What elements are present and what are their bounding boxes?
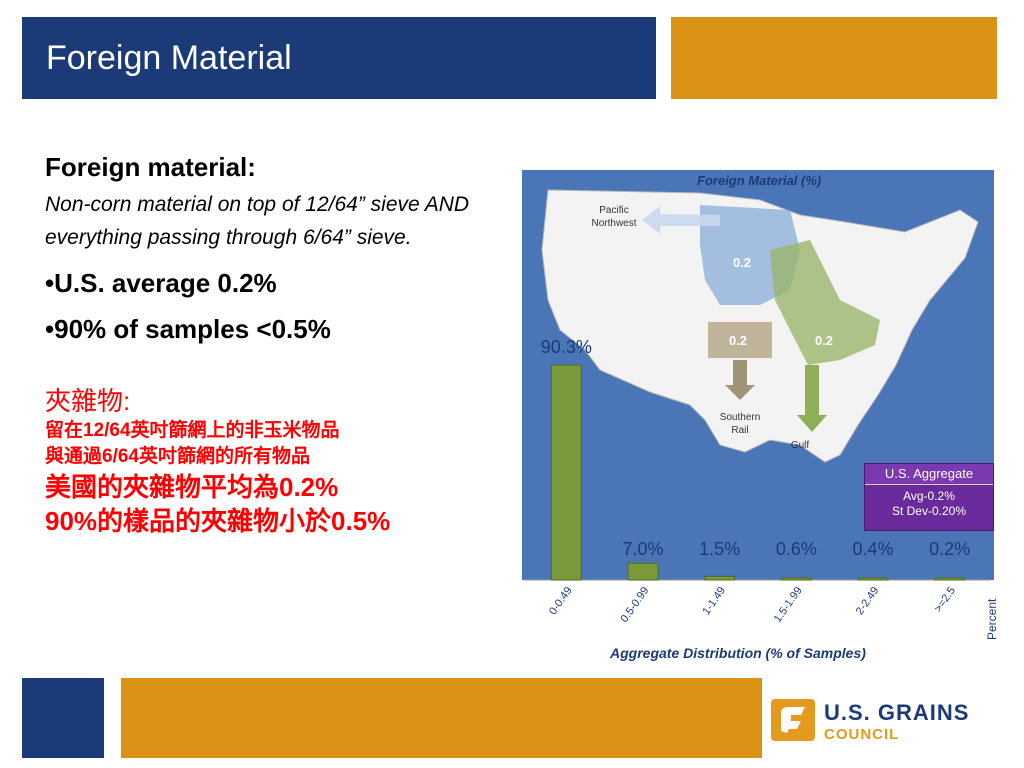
x-tick-label-2: 1-1.49 [700,585,728,617]
logo-text-council: COUNCIL [824,726,900,743]
bar-4 [857,577,889,581]
bar-value-label-4: 0.4% [852,539,893,559]
zh-definition-2: 與通過6/64英吋篩網的所有物品 [45,446,310,467]
x-tick-label-5: >=2.5 [932,585,958,615]
bar-value-label-2: 1.5% [699,539,740,559]
slide-title: Foreign Material [46,39,292,77]
foreign-material-heading: Foreign material: [45,152,256,182]
arrow-to-pacific-northwest [642,206,720,234]
logo-mark-glyph [781,707,805,733]
bar-1 [627,562,659,581]
bullet-us-average: •U.S. average 0.2% [45,268,277,298]
bar-value-label-5: 0.2% [929,539,970,559]
zh-average: 美國的夾雜物平均為0.2% [45,472,339,502]
zh-samples: 90%的樣品的夾雜物小於0.5% [45,506,391,536]
x-tick-label-0: 0-0.49 [547,585,575,617]
arrow-to-gulf [797,365,827,432]
label-southern: Southern [720,412,761,423]
us-aggregate-box: U.S. Aggregate Avg-0.2% St Dev-0.20% [864,463,994,531]
footer-blue-block [22,678,104,758]
x-tick-label-3: 1.5-1.99 [772,585,805,625]
bullet-samples: •90% of samples <0.5% [45,314,331,344]
bar-value-label-1: 7.0% [622,539,663,559]
region-value-tan: 0.2 [729,333,747,348]
header-accent-block [671,17,997,99]
bar-value-label-0: 90.3% [541,337,592,357]
usgc-logo-icon [771,699,815,741]
region-value-blue: 0.2 [733,255,751,270]
foreign-material-definition: Non-corn material on top of 12/64” sieve… [45,193,470,249]
aggregate-avg: Avg-0.2% [903,489,955,503]
map-title: Foreign Material (%) [697,173,822,188]
logo-text-grains: U.S. GRAINS [824,700,970,725]
label-northwest: Northwest [591,218,636,229]
bar-2 [704,575,736,581]
label-pacific: Pacific [599,205,628,216]
bar-value-label-3: 0.6% [776,539,817,559]
label-rail: Rail [731,425,748,436]
x-tick-label-4: 2-2.49 [854,585,882,617]
aggregate-sd: St Dev-0.20% [891,504,967,518]
tan-region [708,322,772,358]
green-region [770,240,880,365]
x-axis-title: Aggregate Distribution (% of Samples) [610,645,866,661]
region-value-green: 0.2 [815,333,833,348]
us-map: 0.2 0.2 0.2 Pacific Northwest Southern R… [522,170,994,580]
chart-and-map: 0.2 0.2 0.2 Pacific Northwest Southern R… [522,170,997,640]
bar-5 [934,577,966,581]
bar-0 [550,364,582,581]
zh-heading: 夾雜物: [45,386,131,416]
header-bar [22,17,656,99]
bar-3 [780,577,812,581]
footer-orange-block [121,678,762,758]
aggregate-title: U.S. Aggregate [865,464,993,485]
label-gulf: Gulf [791,440,810,451]
arrow-to-southern-rail [725,360,755,400]
y-axis-label: Percent [985,598,997,640]
left-text-column: Foreign material: Non-corn material on t… [45,150,515,538]
zh-definition-1: 留在12/64英吋篩網上的非玉米物品 [45,420,340,441]
x-tick-label-1: 0.5-0.99 [618,585,651,625]
